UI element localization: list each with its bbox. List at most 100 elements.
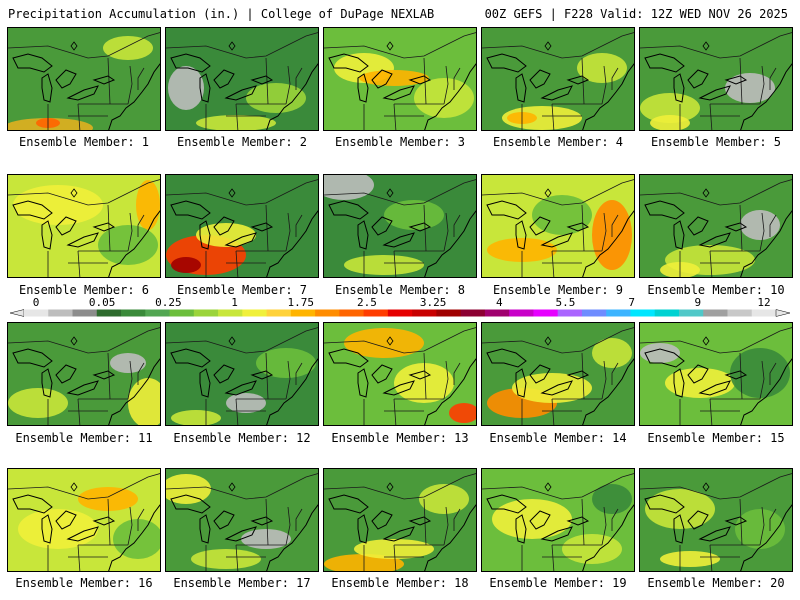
state-border [393,544,397,571]
state-border [453,508,461,531]
colorbar-tick-label: 1.75 [287,296,314,309]
precip-contour [128,378,160,425]
state-border [77,250,81,277]
state-border [295,67,303,90]
ensemble-member-map [639,322,793,426]
colorbar-tick-label: 0.25 [155,296,182,309]
state-border [453,362,461,385]
station-marker-icon [386,336,394,346]
coastline [266,210,318,277]
great-lake-outline [673,514,685,544]
state-border [423,352,427,400]
coastline [582,358,634,425]
ensemble-member-map [165,322,319,426]
great-lake-outline [170,200,211,220]
colorbar-swatch [290,309,316,317]
state-border [759,212,765,252]
great-lake-outline [12,53,53,73]
state-border [601,212,607,252]
station-marker-icon [70,482,78,492]
state-border [285,506,291,546]
station-marker-icon [386,482,394,492]
colorbar-swatch [48,309,74,317]
precip-contour [394,363,454,403]
state-border [324,179,476,206]
state-border [8,473,160,500]
colorbar-tick-label: 1 [231,296,238,309]
precip-contour [98,225,158,265]
ensemble-member-map [165,468,319,572]
ensemble-member-label: Ensemble Member: 9 [492,283,624,297]
state-border [551,250,555,277]
great-lake-outline [55,69,77,89]
ensemble-member-map [639,174,793,278]
precip-contour [13,185,103,225]
coastline [108,504,160,571]
colorbar-swatch [363,309,389,317]
precip-contour [592,484,632,514]
ensemble-member-map [481,27,635,131]
ensemble-member-label: Ensemble Member: 17 [173,576,311,590]
precip-contour [640,343,680,363]
great-lake-outline [328,348,369,368]
state-border [581,498,585,546]
great-lake-outline [486,494,527,514]
state-border [739,57,743,105]
station-marker-icon [544,482,552,492]
great-lake-outline [724,222,748,232]
state-border [443,212,449,252]
great-lake-outline [170,494,211,514]
coastline [108,63,160,130]
great-lake-outline [199,514,211,544]
colorbar-swatch [24,309,49,317]
ensemble-member-label: Ensemble Member: 11 [15,431,153,445]
great-lake-outline [529,364,551,384]
state-border [137,362,145,385]
state-border [107,352,111,400]
precip-contour [650,115,690,130]
great-lake-outline [250,370,274,380]
state-border [295,214,303,237]
precip-contour [196,223,256,247]
coastline [582,504,634,571]
state-border [265,204,269,252]
precip-contour [740,210,780,240]
great-lake-outline [540,85,573,101]
great-lake-outline [92,75,116,85]
precip-contour [344,255,424,275]
great-lake-outline [66,232,99,248]
colorbar-max-arrow [775,309,791,317]
ensemble-member-map [481,468,635,572]
colorbar-swatch [751,309,777,317]
state-border [611,67,619,90]
precip-contour [592,338,632,368]
great-lake-outline [698,232,731,248]
great-lake-outline [371,69,393,89]
state-border [235,398,239,425]
state-border [759,65,765,105]
colorbar-swatch [606,309,631,317]
state-border [107,498,111,546]
precip-contour [226,393,266,413]
state-border [107,57,111,105]
state-border [709,103,713,130]
state-border [8,32,160,59]
state-border [739,352,743,400]
coastline [740,63,792,130]
precip-contour [324,175,374,200]
ensemble-member-label: Ensemble Member: 16 [15,576,153,590]
colorbar-tick-label: 5.5 [555,296,576,309]
colorbar-swatch [460,309,486,317]
state-border [107,204,111,252]
state-border [443,360,449,400]
state-border [265,57,269,105]
great-lake-outline [687,69,709,89]
coastline [266,504,318,571]
state-border [601,506,607,546]
great-lake-outline [698,380,731,396]
great-lake-outline [408,75,432,85]
ensemble-member-label: Ensemble Member: 18 [331,576,469,590]
state-border [77,544,81,571]
state-border [166,473,318,500]
great-lake-outline [566,222,590,232]
